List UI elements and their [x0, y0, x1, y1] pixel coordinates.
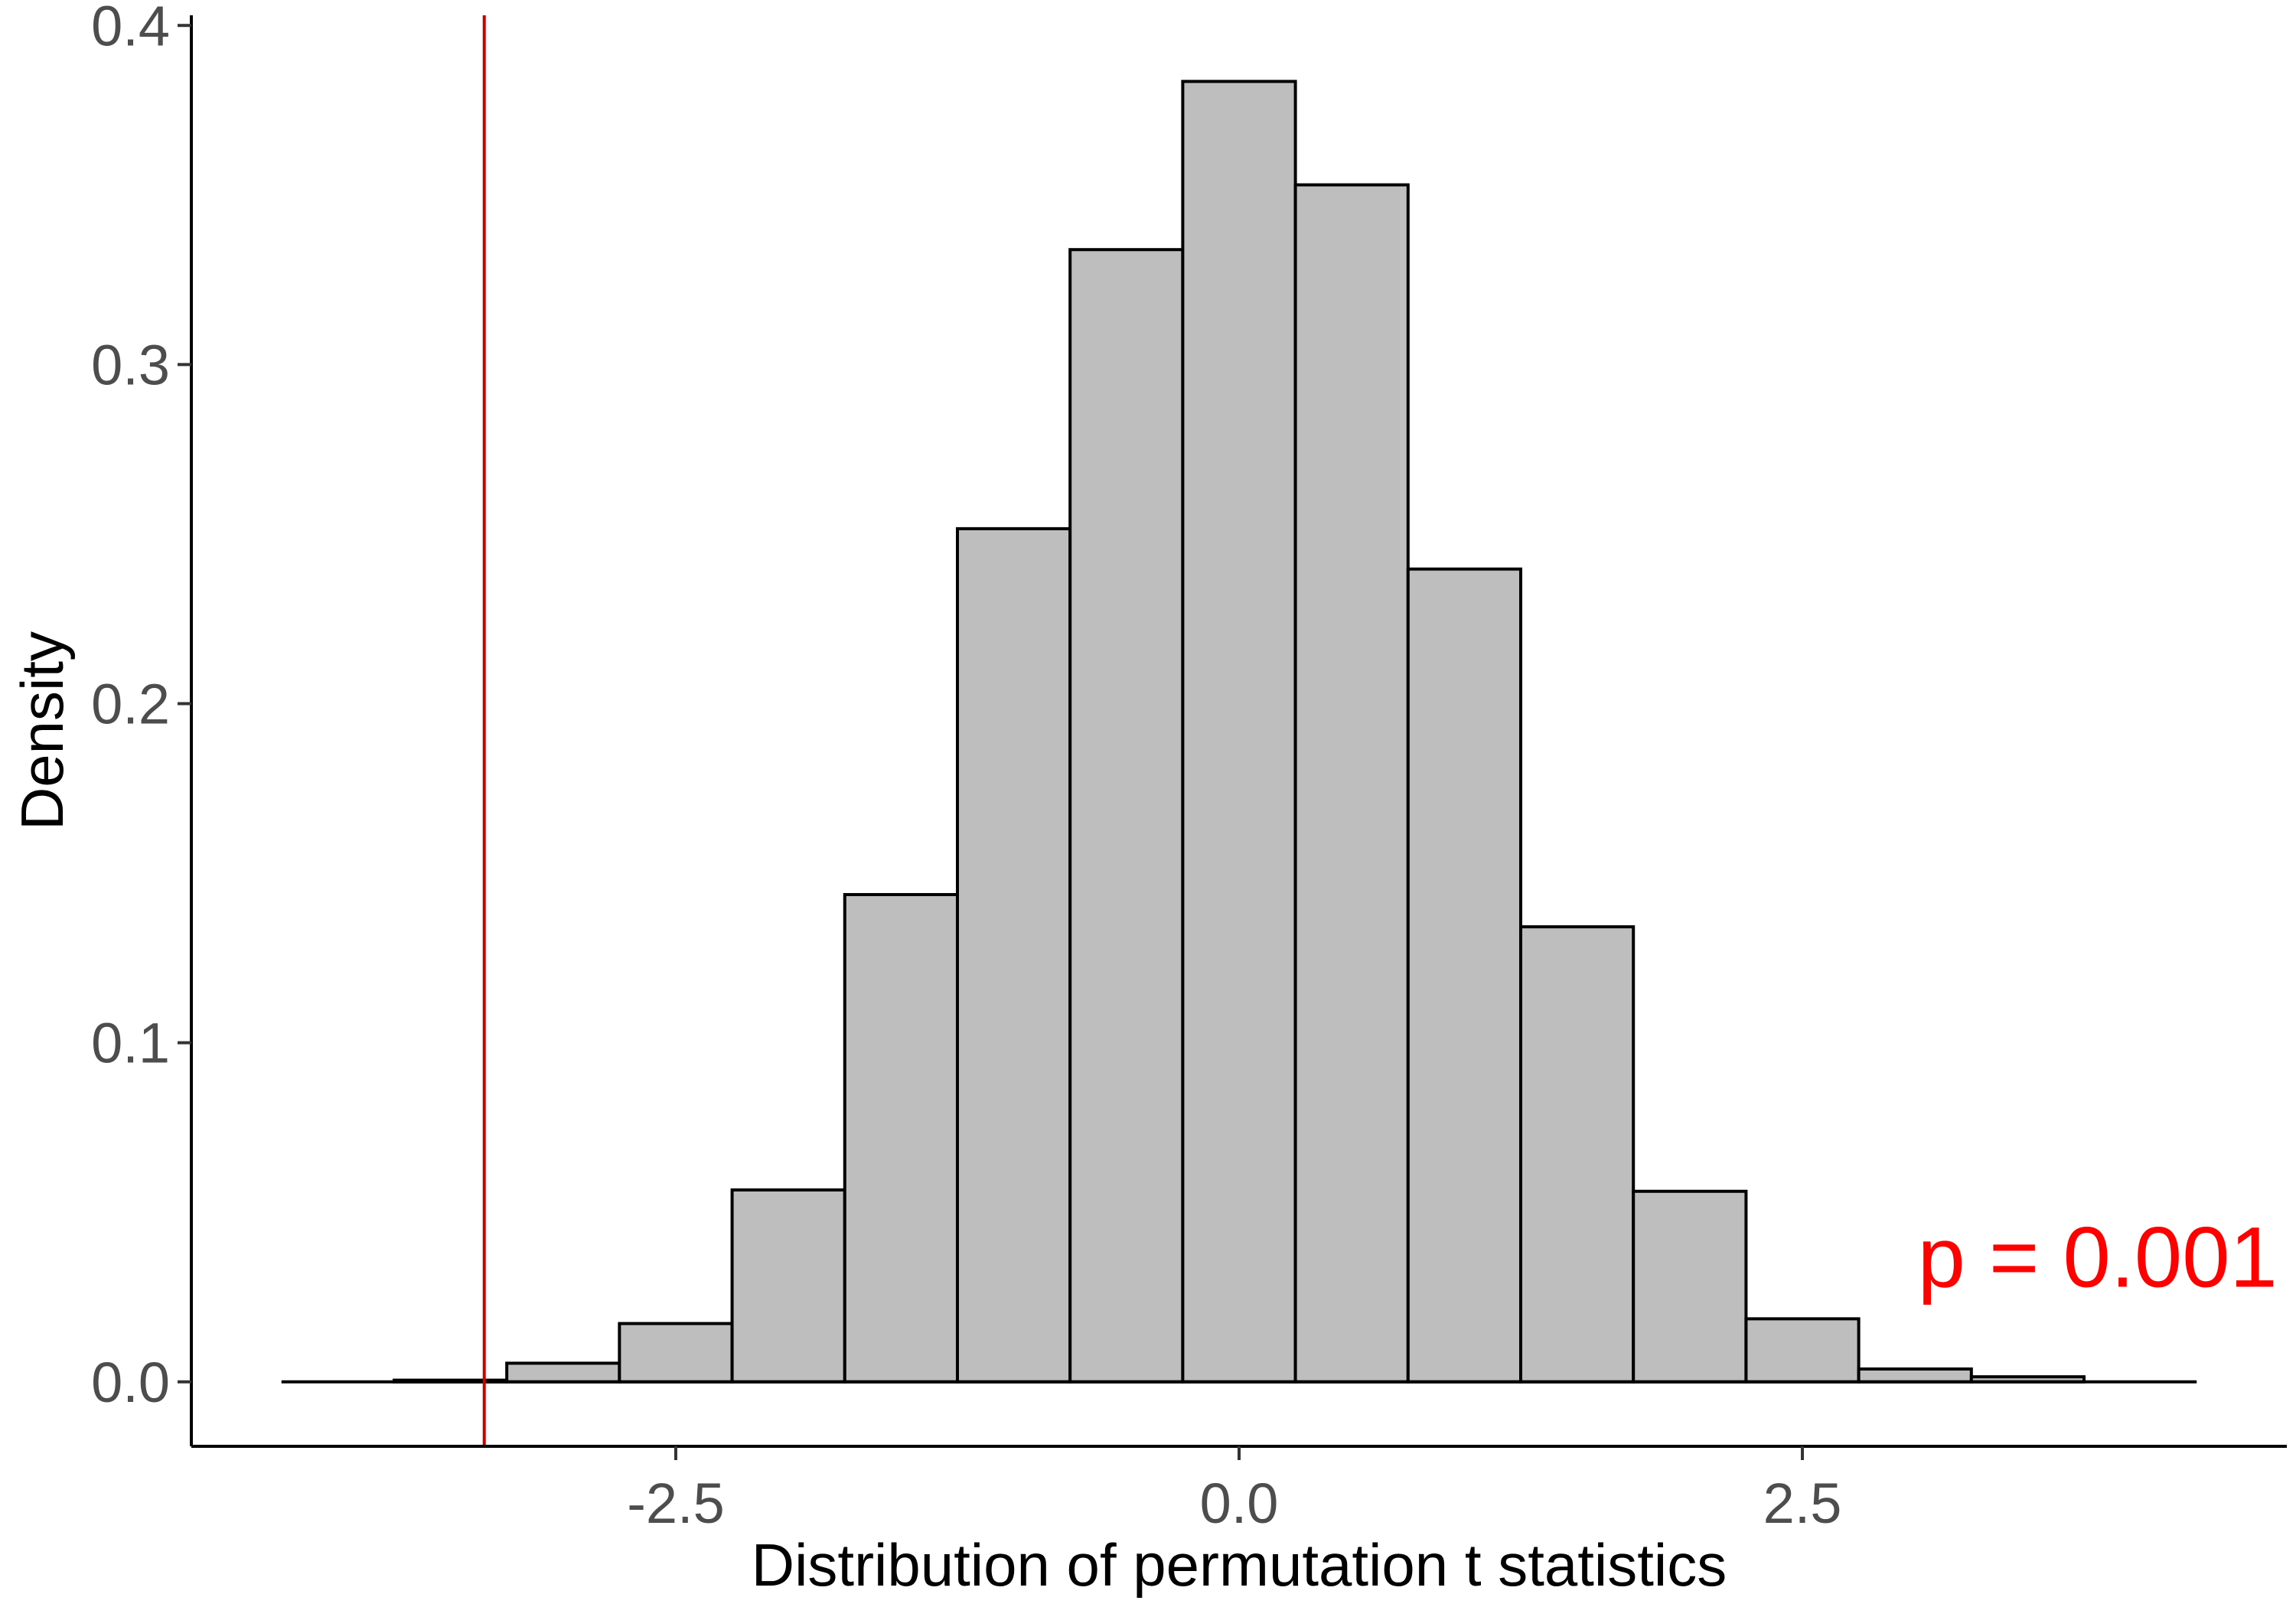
histogram-bar-11 — [1519, 925, 1636, 1384]
y-tick-label-1: 0.1 — [91, 1012, 170, 1075]
histogram-bar-13 — [1744, 1317, 1861, 1384]
histogram-bar-9 — [1293, 183, 1410, 1384]
y-tick-label-4: 0.4 — [91, 0, 170, 57]
histogram-bar-5 — [843, 893, 959, 1384]
histogram-bar-3 — [618, 1322, 734, 1384]
histogram-bar-6 — [955, 526, 1072, 1384]
histogram-bar-10 — [1406, 567, 1523, 1384]
histogram-bar-2 — [505, 1361, 621, 1384]
histogram-bar-7 — [1068, 248, 1185, 1384]
histogram-bar-8 — [1181, 80, 1297, 1384]
x-tick-label-1: 0.0 — [1200, 1472, 1279, 1535]
x-tick-label-2: 2.5 — [1763, 1472, 1842, 1535]
histogram-bar-4 — [730, 1188, 846, 1384]
y-axis-title: Density — [8, 631, 76, 830]
x-axis-title: Distribution of permutation t statistics — [752, 1531, 1727, 1599]
x-tick-label-0: -2.5 — [627, 1472, 725, 1535]
p-value-annotation: p = 0.001 — [1918, 1210, 2278, 1305]
histogram-bar-14 — [1857, 1367, 1973, 1384]
y-tick-label-0: 0.0 — [91, 1351, 170, 1414]
histogram-bar-12 — [1632, 1189, 1748, 1384]
y-tick-label-3: 0.3 — [91, 333, 170, 396]
y-tick-label-2: 0.2 — [91, 673, 170, 736]
